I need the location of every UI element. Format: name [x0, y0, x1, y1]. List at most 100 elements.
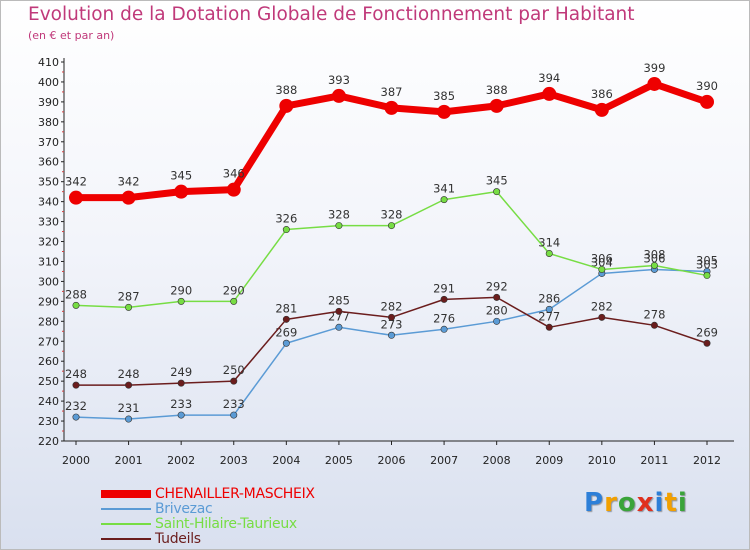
data-label: 394: [538, 71, 560, 85]
y-tick-label: 230: [38, 415, 59, 428]
data-point: [703, 339, 711, 347]
data-label: 388: [275, 83, 297, 97]
logo-letter: i: [654, 488, 665, 518]
data-label: 306: [643, 251, 665, 265]
data-label: 328: [328, 208, 350, 222]
data-point: [545, 323, 553, 331]
data-point: [69, 190, 83, 205]
y-tick-label: 220: [38, 435, 59, 448]
logo-letter: t: [664, 488, 678, 518]
data-point: [437, 104, 452, 119]
data-point: [545, 305, 553, 313]
data-label: 326: [275, 212, 297, 226]
data-point: [230, 377, 238, 385]
data-point: [177, 411, 185, 419]
data-point: [72, 381, 80, 389]
data-label: 290: [170, 283, 192, 297]
series-chenailler-mascheix: 342 342 345 346 388 393 387 385 388 394 386 399 390: [65, 61, 718, 205]
data-point: [489, 98, 504, 113]
logo-letter: o: [617, 488, 637, 518]
x-tick-label: 2002: [167, 454, 195, 467]
data-label: 249: [170, 365, 192, 379]
data-point: [387, 331, 395, 339]
data-point: [545, 249, 553, 257]
data-label: 290: [223, 283, 245, 297]
data-label: 280: [486, 303, 508, 317]
y-tick-label: 390: [38, 96, 59, 109]
data-label: 282: [591, 299, 613, 313]
data-point: [282, 226, 290, 234]
data-point: [700, 94, 714, 109]
legend-label: Tudeils: [155, 531, 201, 547]
data-label: 328: [381, 208, 403, 222]
data-point: [384, 100, 399, 115]
x-tick-label: 2011: [640, 454, 668, 467]
data-label: 232: [65, 399, 87, 413]
y-tick-label: 280: [38, 315, 59, 328]
data-point: [72, 301, 80, 309]
line-chart: 220 230 240 250 260 270 280 290 300 310 320 330 340 3…: [38, 56, 734, 467]
legend-swatch: [101, 538, 151, 540]
y-tick-label: 240: [38, 395, 59, 408]
chart-subtitle: (en € et par an): [28, 29, 115, 42]
series-tudeils: 248 248 249 250 281 285 282 291 292 277 282 278 269: [65, 279, 718, 389]
data-point: [387, 313, 395, 321]
data-label: 388: [486, 83, 508, 97]
data-label: 390: [696, 79, 718, 93]
logo-letter: x: [636, 488, 655, 518]
x-tick-label: 2005: [325, 454, 353, 467]
data-point: [493, 188, 501, 196]
y-tick-label: 260: [38, 355, 59, 368]
x-tick-label: 2006: [378, 454, 406, 467]
y-tick-label: 310: [38, 255, 59, 268]
data-point: [335, 222, 343, 230]
data-label: 385: [433, 89, 455, 103]
data-label: 282: [381, 299, 403, 313]
data-label: 304: [591, 255, 613, 269]
data-label: 346: [223, 167, 245, 181]
data-point: [335, 323, 343, 331]
y-tick-label: 340: [38, 196, 59, 209]
data-label: 269: [696, 325, 718, 339]
data-label: 387: [381, 85, 403, 99]
x-tick-label: 2007: [430, 454, 458, 467]
data-point: [703, 271, 711, 279]
data-point: [125, 381, 133, 389]
data-label: 285: [328, 293, 350, 307]
legend-label: Brivezac: [155, 501, 213, 517]
data-point: [440, 196, 448, 204]
y-tick-label: 330: [38, 216, 59, 229]
legend-swatch: [101, 523, 151, 525]
legend-swatch: [101, 490, 151, 498]
data-point: [72, 413, 80, 421]
data-point: [542, 86, 557, 101]
data-label: 231: [118, 401, 140, 415]
data-label: 277: [538, 309, 560, 323]
data-point: [282, 339, 290, 347]
data-label: 250: [223, 363, 245, 377]
data-point: [387, 222, 395, 230]
y-tick-label: 360: [38, 156, 59, 169]
data-label: 314: [538, 235, 560, 249]
logo-letter: i: [677, 488, 688, 518]
x-tick-label: 2000: [62, 454, 90, 467]
data-label: 308: [643, 247, 665, 261]
data-point: [598, 265, 606, 273]
data-label: 286: [538, 291, 560, 305]
logo-letter: r: [604, 488, 618, 518]
data-label: 386: [591, 87, 613, 101]
x-tick-label: 2003: [220, 454, 248, 467]
data-point: [493, 293, 501, 301]
data-label: 233: [223, 397, 245, 411]
y-tick-label: 300: [38, 275, 59, 288]
data-label: 303: [696, 257, 718, 271]
data-point: [282, 315, 290, 323]
chart-title: Evolution de la Dotation Globale de Fonc…: [28, 4, 635, 25]
data-point: [125, 415, 133, 423]
data-label: 276: [433, 311, 455, 325]
x-tick-label: 2001: [115, 454, 143, 467]
y-tick-label: 270: [38, 335, 59, 348]
